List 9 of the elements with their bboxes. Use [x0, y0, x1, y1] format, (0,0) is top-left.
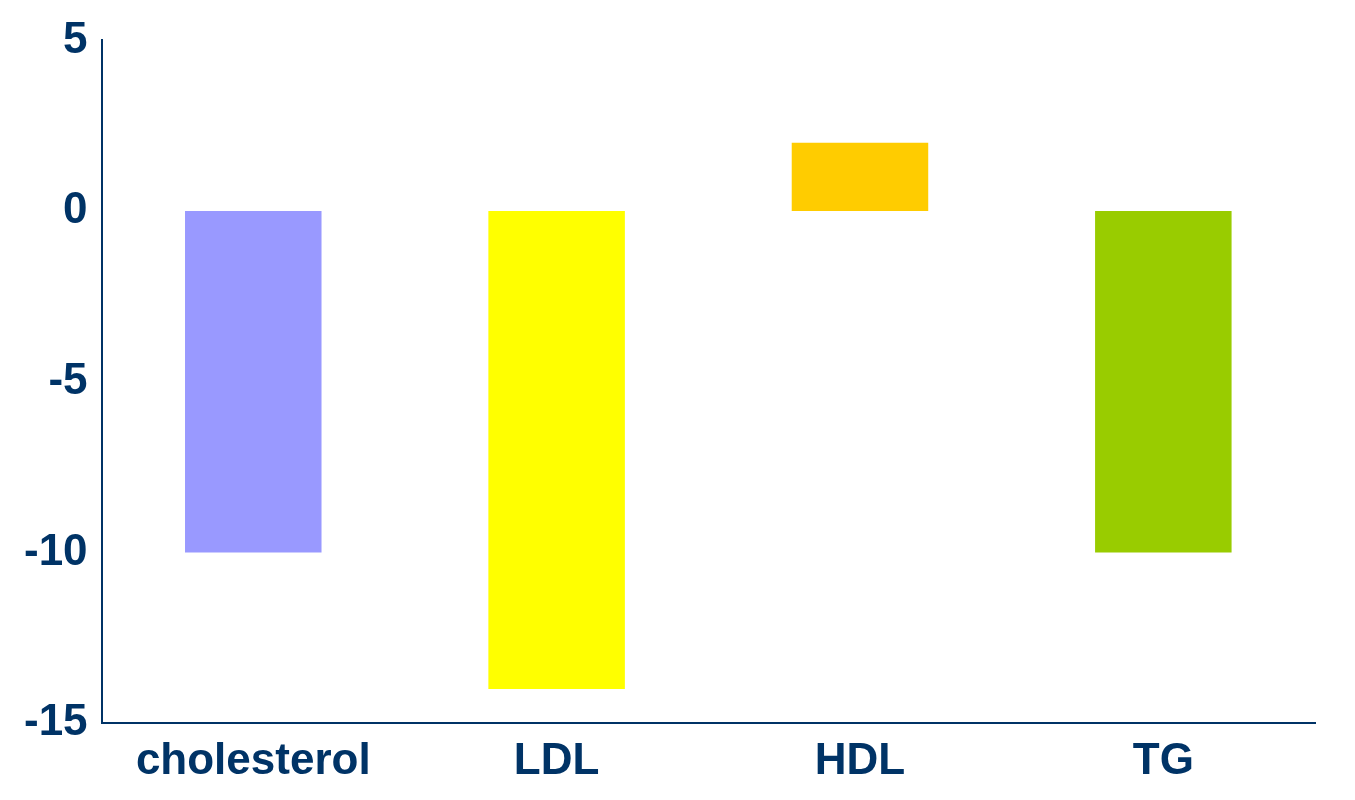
y-tick-label: 0 — [63, 183, 88, 233]
y-tick-label: -5 — [48, 353, 88, 403]
x-tick-label: LDL — [513, 733, 600, 783]
y-tick-label: 5 — [63, 12, 88, 62]
x-tick-label: TG — [1132, 733, 1194, 783]
y-tick-label: -15 — [24, 695, 88, 745]
x-tick-label: cholesterol — [135, 733, 371, 783]
x-tick-label: HDL — [814, 733, 906, 783]
y-tick-label: -10 — [24, 524, 88, 574]
